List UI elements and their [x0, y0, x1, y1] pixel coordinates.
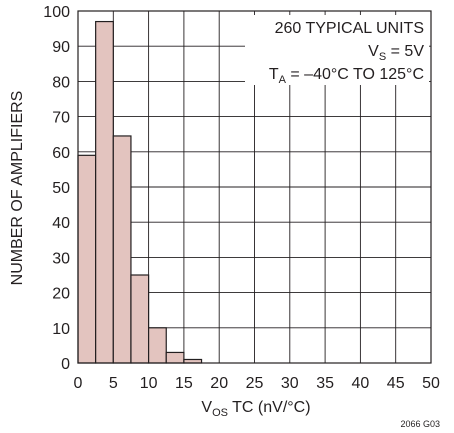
- x-tick-label: 35: [316, 375, 334, 392]
- y-tick-label: 30: [52, 250, 70, 267]
- y-tick-label: 0: [61, 356, 70, 373]
- y-tick-label: 60: [52, 145, 70, 162]
- x-tick-label: 50: [422, 375, 440, 392]
- histogram-bar: [148, 327, 167, 364]
- x-tick-labels: 0 5 10 15 20 25 30 35 40 45 50: [74, 375, 440, 392]
- annotation-line-units: 260 TYPICAL UNITS: [275, 20, 424, 37]
- y-tick-label: 20: [52, 286, 70, 303]
- x-tick-label: 5: [109, 375, 118, 392]
- y-tick-label: 50: [52, 180, 70, 197]
- plot-frame: [77, 10, 432, 364]
- x-tick-label: 10: [140, 375, 158, 392]
- histogram-bar: [112, 135, 132, 364]
- x-tick-label: 20: [210, 375, 228, 392]
- y-tick-label: 80: [52, 74, 70, 91]
- histogram-bar: [77, 154, 97, 364]
- figure-id: 2066 G03: [400, 419, 440, 429]
- y-tick-label: 70: [52, 110, 70, 127]
- histogram-bar: [130, 274, 150, 364]
- y-tick-label: 40: [52, 215, 70, 232]
- y-tick-label: 10: [52, 321, 70, 338]
- histogram-bar: [95, 20, 114, 364]
- x-axis-label: VOS TC (nV/°C): [201, 399, 310, 419]
- x-tick-label: 40: [352, 375, 370, 392]
- annotation-background: [245, 15, 429, 85]
- y-tick-label: 100: [43, 4, 70, 21]
- x-tick-label: 0: [74, 375, 83, 392]
- y-tick-labels: 0 10 20 30 40 50 60 70 80 90 100: [43, 4, 70, 373]
- y-tick-label: 90: [52, 39, 70, 56]
- y-axis-label: NUMBER OF AMPLIFIERS: [9, 91, 26, 286]
- annotation-line-supply: VS = 5V: [368, 43, 424, 63]
- annotation-line-temperature: TA = –40°C TO 125°C: [269, 66, 424, 86]
- x-tick-label: 25: [246, 375, 264, 392]
- x-tick-label: 15: [175, 375, 193, 392]
- x-tick-label: 45: [387, 375, 405, 392]
- histogram-bar: [165, 351, 185, 364]
- x-tick-label: 30: [281, 375, 299, 392]
